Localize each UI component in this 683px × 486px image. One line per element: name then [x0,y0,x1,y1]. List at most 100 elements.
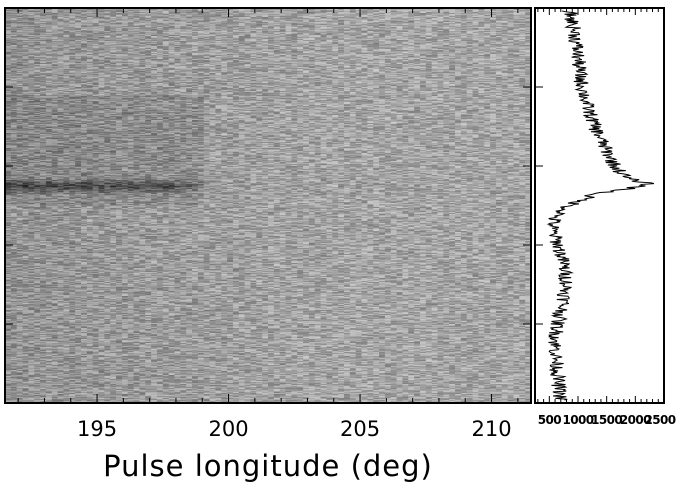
heatmap-cell [320,20,327,22]
heatmap-cell [86,9,93,11]
heatmap-cell [332,12,339,15]
heatmap-cell [484,19,491,21]
heatmap-cell [273,13,280,15]
heatmap-cell [390,21,397,24]
heatmap-cell [268,12,275,15]
heatmap-cell [390,11,397,13]
heatmap-cell [507,18,514,20]
heatmap-cell [34,21,41,24]
heatmap-cell [180,13,187,15]
heatmap-cell [285,14,292,16]
heatmap-cell [297,19,304,21]
heatmap-cell [495,16,503,18]
heatmap-cell [162,21,169,24]
heatmap-cell [262,8,269,10]
heatmap-cell [232,22,240,24]
heatmap-cell [460,21,468,23]
heatmap-cell [238,14,245,16]
heatmap-cell [45,13,53,15]
heatmap-cell [192,17,199,19]
heatmap-cell [279,17,286,19]
heatmap-cell [472,11,479,13]
heatmap-cell [355,21,362,24]
heatmap-cell [443,15,450,17]
heatmap-cell [127,9,134,11]
heatmap-cell [192,19,199,21]
heatmap-cell [98,13,105,15]
heatmap-cell [402,13,409,15]
heatmap-cell [92,10,99,12]
heatmap-cell [449,18,456,20]
heatmap-cell [268,13,275,15]
heatmap-cell [145,17,152,19]
heatmap-cell [256,13,263,15]
heatmap-cell [215,18,222,20]
heatmap-cell [273,11,280,13]
heatmap-cell [308,12,316,15]
heatmap-cell [414,14,421,16]
heatmap-cell [373,11,380,13]
heatmap-cell [437,19,444,21]
heatmap-cell [139,17,146,19]
heatmap-cell [338,13,345,15]
heatmap-cell [221,12,228,15]
heatmap-cell [221,15,228,17]
heatmap-cell [320,16,327,18]
heatmap-cell [215,15,222,17]
heatmap-cell [250,18,257,20]
heatmap-cell [449,17,456,19]
heatmap-cell [256,17,263,19]
heatmap-cell [431,16,438,18]
heatmap-cell [513,15,520,17]
heatmap-cell [75,19,82,21]
heatmap-cell [238,15,245,17]
heatmap-cell [151,19,158,21]
heatmap-cell [51,21,58,24]
heatmap-cell [343,12,351,15]
heatmap-cell [145,22,152,24]
heatmap-cell [127,20,134,22]
heatmap-cell [51,17,58,19]
heatmap-cell [343,21,351,24]
heatmap-cell [162,12,169,14]
heatmap-cell [168,12,175,14]
heatmap-cell [355,11,362,13]
heatmap-cell [92,8,99,10]
heatmap-cell [268,21,275,24]
heatmap-cell [40,9,47,11]
heatmap-cell [367,22,374,24]
heatmap-cell [215,10,222,12]
heatmap-cell [215,21,222,23]
heatmap-cell [419,10,427,12]
heatmap-cell [232,12,240,14]
heatmap-cell [174,21,181,23]
heatmap-cell [116,8,123,10]
heatmap-cell [203,19,210,21]
heatmap-cell [431,15,438,17]
heatmap-cell [180,14,187,16]
heatmap-cell [197,8,205,10]
heatmap-cell [22,19,29,21]
heatmap-cell [22,21,29,24]
heatmap-cell [367,9,374,11]
heatmap-cell [419,20,427,22]
heatmap-cell [5,11,12,13]
heatmap-cell [51,8,58,10]
heatmap-cell [104,9,111,11]
heatmap-cell [361,12,368,15]
heatmap-cell [174,8,181,10]
heatmap-cell [192,17,199,19]
heatmap-cell [507,10,514,12]
heatmap-cell [197,9,205,11]
heatmap-cell [437,8,444,10]
heatmap-cell [34,12,41,15]
heatmap-cell [80,14,88,16]
heatmap-cell [139,20,146,22]
heatmap-cell [361,10,368,12]
heatmap-cell [244,18,251,20]
heatmap-cell [349,15,356,17]
heatmap-cell [57,18,64,20]
heatmap-cell [484,8,491,10]
heatmap-cell [513,21,520,23]
heatmap-cell [367,21,374,23]
